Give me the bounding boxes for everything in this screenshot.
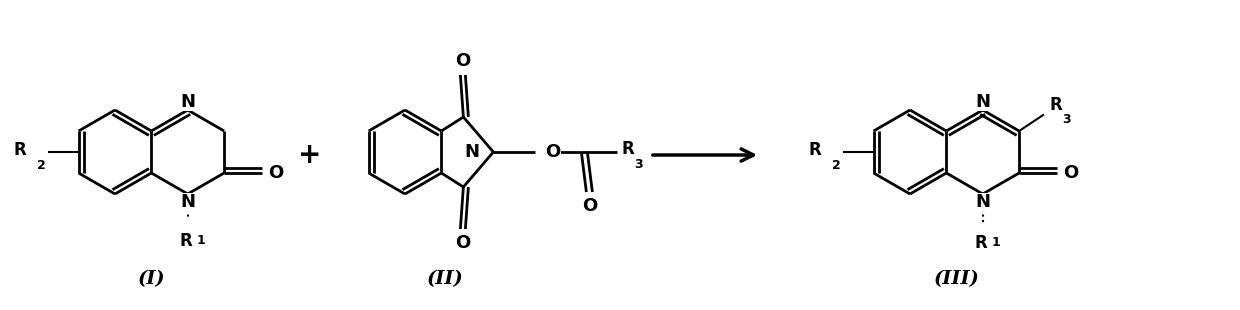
Text: R: R: [975, 234, 987, 252]
Text: 1: 1: [992, 236, 1001, 249]
Text: O: O: [269, 164, 284, 182]
Text: O: O: [455, 52, 470, 70]
Text: O: O: [582, 197, 596, 215]
Text: N: N: [180, 193, 195, 211]
Text: 3: 3: [1063, 113, 1071, 126]
Text: R: R: [621, 140, 634, 158]
Text: 2: 2: [832, 159, 841, 172]
Text: 3: 3: [635, 158, 644, 171]
Text: O: O: [1064, 164, 1079, 182]
Text: R: R: [180, 232, 192, 250]
Text: +: +: [299, 141, 321, 169]
Text: 1: 1: [197, 234, 206, 247]
Text: N: N: [975, 93, 991, 111]
Text: N: N: [180, 93, 195, 111]
Text: N: N: [975, 193, 991, 211]
Text: R: R: [1049, 96, 1061, 114]
Text: O: O: [455, 234, 470, 252]
Text: R: R: [808, 141, 822, 159]
Text: N: N: [464, 143, 480, 161]
Text: 2: 2: [37, 159, 46, 172]
Text: (III): (III): [934, 270, 980, 288]
Text: (I): (I): [138, 270, 165, 288]
Text: (II): (II): [427, 270, 464, 288]
Text: R: R: [14, 141, 26, 159]
Text: O: O: [546, 143, 560, 161]
